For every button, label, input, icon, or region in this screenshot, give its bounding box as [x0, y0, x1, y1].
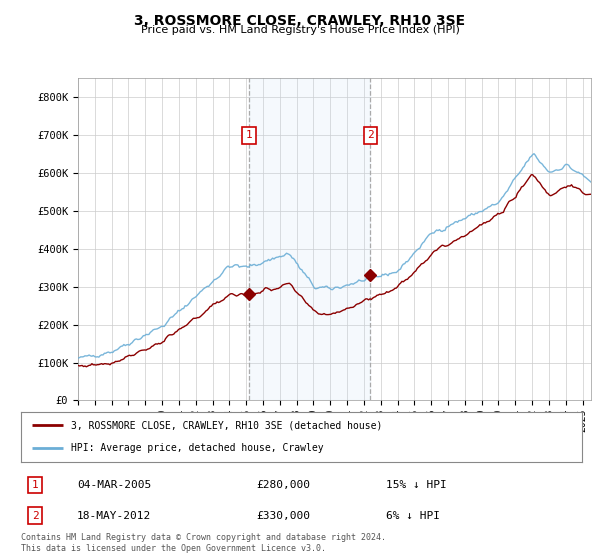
Text: Price paid vs. HM Land Registry's House Price Index (HPI): Price paid vs. HM Land Registry's House …	[140, 25, 460, 35]
Text: 6% ↓ HPI: 6% ↓ HPI	[386, 511, 440, 521]
Text: 3, ROSSMORE CLOSE, CRAWLEY, RH10 3SE (detached house): 3, ROSSMORE CLOSE, CRAWLEY, RH10 3SE (de…	[71, 420, 383, 430]
Text: 18-MAY-2012: 18-MAY-2012	[77, 511, 151, 521]
Text: HPI: Average price, detached house, Crawley: HPI: Average price, detached house, Craw…	[71, 444, 324, 454]
Text: 3, ROSSMORE CLOSE, CRAWLEY, RH10 3SE: 3, ROSSMORE CLOSE, CRAWLEY, RH10 3SE	[134, 14, 466, 28]
Text: 1: 1	[245, 130, 253, 140]
Text: 1: 1	[32, 480, 38, 490]
Text: 2: 2	[32, 511, 38, 521]
Text: 15% ↓ HPI: 15% ↓ HPI	[386, 480, 446, 490]
Text: £280,000: £280,000	[257, 480, 311, 490]
Text: £330,000: £330,000	[257, 511, 311, 521]
Bar	[249, 78, 370, 400]
Text: Contains HM Land Registry data © Crown copyright and database right 2024.
This d: Contains HM Land Registry data © Crown c…	[21, 533, 386, 553]
Text: 2: 2	[367, 130, 374, 140]
Text: 04-MAR-2005: 04-MAR-2005	[77, 480, 151, 490]
